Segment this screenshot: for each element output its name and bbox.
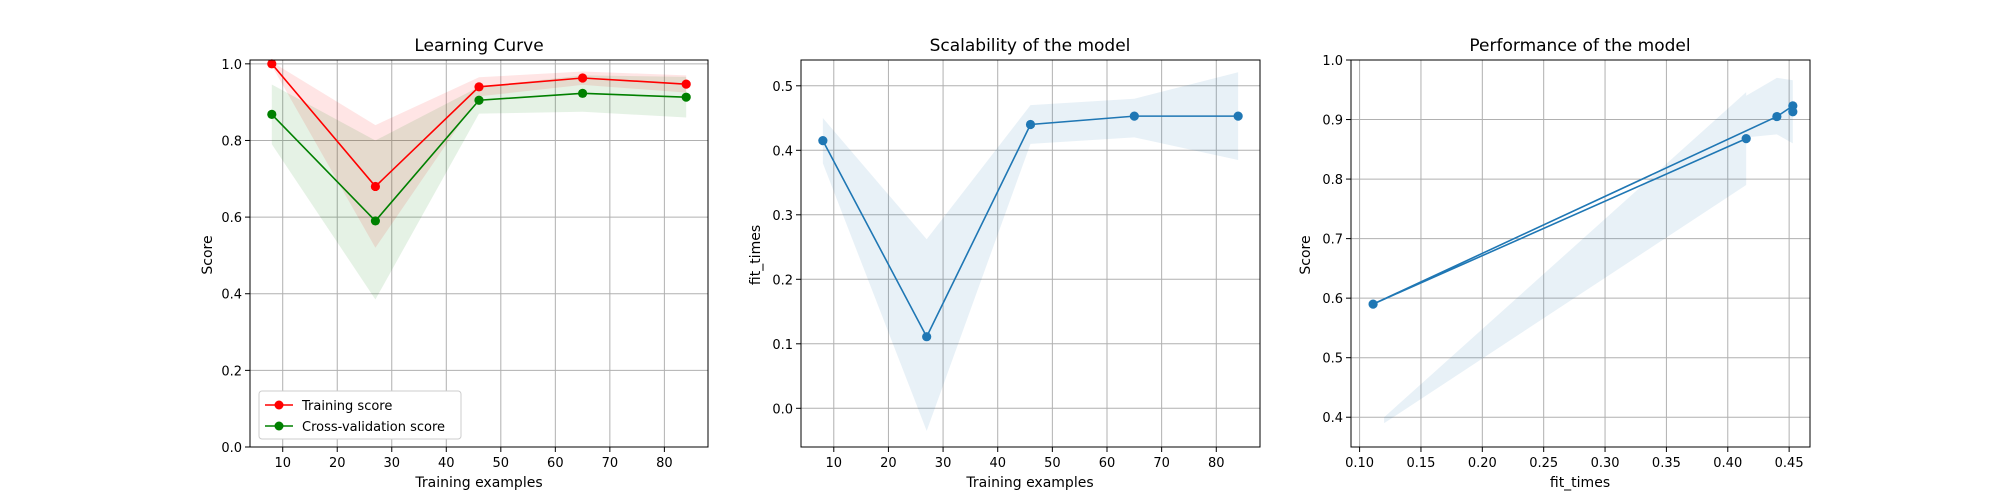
y-tick-label: 0.0 bbox=[221, 441, 242, 456]
chart-title: Learning Curve bbox=[414, 36, 543, 56]
y-tick-label: 1.0 bbox=[221, 58, 242, 73]
x-axis-label: Training examples bbox=[414, 475, 542, 491]
data-point bbox=[818, 136, 828, 146]
x-tick-label: 20 bbox=[880, 456, 897, 471]
y-tick-label: 0.4 bbox=[772, 144, 793, 159]
x-tick-label: 0.40 bbox=[1713, 456, 1742, 471]
y-tick-label: 0.0 bbox=[772, 402, 793, 417]
y-tick-label: 0.4 bbox=[1322, 411, 1343, 426]
y-tick-label: 0.5 bbox=[772, 80, 793, 95]
y-axis-label: Score bbox=[200, 235, 216, 274]
y-tick-label: 0.5 bbox=[1322, 352, 1343, 367]
data-point bbox=[1368, 299, 1378, 309]
data-point bbox=[681, 79, 691, 89]
legend-cv-marker bbox=[274, 421, 284, 431]
data-point bbox=[1741, 133, 1751, 144]
x-tick-label: 50 bbox=[1044, 456, 1061, 471]
y-tick-label: 0.3 bbox=[772, 209, 793, 224]
x-tick-label: 80 bbox=[1208, 456, 1225, 471]
data-point bbox=[681, 92, 691, 102]
y-axis-label: fit_times bbox=[748, 225, 764, 285]
y-tick-label: 0.1 bbox=[772, 338, 793, 353]
y-tick-label: 0.2 bbox=[772, 273, 793, 288]
legend-training-marker bbox=[274, 400, 284, 410]
x-tick-label: 40 bbox=[438, 456, 455, 471]
points bbox=[818, 111, 1243, 342]
performance-panel: Performance of the model fit_times Score… bbox=[1298, 36, 1811, 491]
data-point bbox=[370, 216, 381, 226]
legend-cv-label: Cross-validation score bbox=[302, 420, 445, 435]
chart-title: Performance of the model bbox=[1469, 36, 1690, 56]
x-tick-label: 40 bbox=[989, 456, 1006, 471]
y-tick-label: 1.0 bbox=[1322, 54, 1343, 69]
data-point bbox=[577, 88, 588, 98]
data-point bbox=[474, 82, 484, 92]
data-point bbox=[922, 332, 932, 342]
y-tick-label: 0.2 bbox=[221, 364, 242, 379]
y-tick-label: 0.9 bbox=[1322, 114, 1343, 129]
data-point bbox=[474, 95, 484, 105]
data-point bbox=[1788, 107, 1798, 117]
bands bbox=[1384, 77, 1793, 424]
x-tick-label: 30 bbox=[935, 456, 952, 471]
data-point bbox=[1233, 111, 1243, 121]
confidence-band bbox=[1384, 77, 1793, 424]
legend: Training score Cross-validation score bbox=[258, 390, 462, 440]
x-tick-label: 0.35 bbox=[1652, 456, 1681, 471]
x-tick-label: 0.25 bbox=[1529, 456, 1558, 471]
legend-training-label: Training score bbox=[301, 399, 392, 414]
axes-frame bbox=[800, 59, 1261, 448]
confidence-band bbox=[271, 61, 687, 248]
x-tick-label: 0.45 bbox=[1775, 456, 1804, 471]
grid bbox=[1351, 59, 1810, 447]
data-point bbox=[267, 59, 277, 69]
x-tick-label: 70 bbox=[1153, 456, 1170, 471]
y-tick-label: 0.8 bbox=[1322, 173, 1343, 188]
x-tick-label: 30 bbox=[383, 456, 400, 471]
x-tick-label: 60 bbox=[1099, 456, 1116, 471]
ticks: 0.10 0.15 0.20 0.25 0.30 0.35 0.40 0.45 0.4 0.5 0.… bbox=[1322, 54, 1803, 471]
x-tick-label: 0.20 bbox=[1468, 456, 1497, 471]
chart-title: Scalability of the model bbox=[930, 36, 1131, 56]
y-tick-label: 0.7 bbox=[1322, 233, 1343, 248]
data-point bbox=[1025, 119, 1036, 130]
learning-curve-panel: Learning Curve Training examples Score 1… bbox=[200, 36, 709, 491]
legend-box bbox=[258, 390, 462, 440]
data-point bbox=[370, 181, 381, 192]
grid bbox=[801, 60, 1260, 447]
x-tick-label: 60 bbox=[547, 456, 564, 471]
x-tick-label: 0.30 bbox=[1591, 456, 1620, 471]
points bbox=[1368, 101, 1798, 309]
y-tick-label: 0.6 bbox=[1322, 292, 1343, 307]
ticks: 10 20 30 40 50 60 70 80 0.0 0.2 0.4 0.6 0.8 1.0 bbox=[221, 58, 672, 471]
data-point bbox=[1772, 111, 1782, 122]
x-tick-label: 0.15 bbox=[1406, 456, 1435, 471]
x-tick-label: 20 bbox=[329, 456, 346, 471]
x-axis-label: fit_times bbox=[1550, 475, 1610, 491]
x-tick-label: 70 bbox=[602, 456, 619, 471]
bands bbox=[271, 61, 687, 300]
points bbox=[267, 59, 691, 226]
y-tick-label: 0.4 bbox=[221, 288, 242, 303]
y-tick-label: 0.6 bbox=[221, 211, 242, 226]
y-axis-label: Score bbox=[1298, 235, 1314, 274]
x-tick-label: 10 bbox=[274, 456, 291, 471]
axes-frame bbox=[1350, 59, 1811, 448]
x-axis-label: Training examples bbox=[965, 475, 1093, 491]
data-point bbox=[267, 109, 277, 120]
x-tick-label: 0.10 bbox=[1345, 456, 1374, 471]
x-tick-label: 80 bbox=[656, 456, 673, 471]
x-tick-label: 50 bbox=[493, 456, 510, 471]
axes-frame bbox=[249, 59, 709, 448]
x-tick-label: 10 bbox=[826, 456, 843, 471]
ticks: 10 20 30 40 50 60 70 80 0.0 0.1 0.2 0.3 0.4 0.5 bbox=[772, 80, 1224, 471]
data-point bbox=[1129, 111, 1139, 121]
data-point bbox=[577, 73, 588, 83]
y-tick-label: 0.8 bbox=[221, 134, 242, 149]
confidence-band bbox=[271, 75, 687, 300]
scalability-panel: Scalability of the model Training exampl… bbox=[748, 36, 1261, 491]
